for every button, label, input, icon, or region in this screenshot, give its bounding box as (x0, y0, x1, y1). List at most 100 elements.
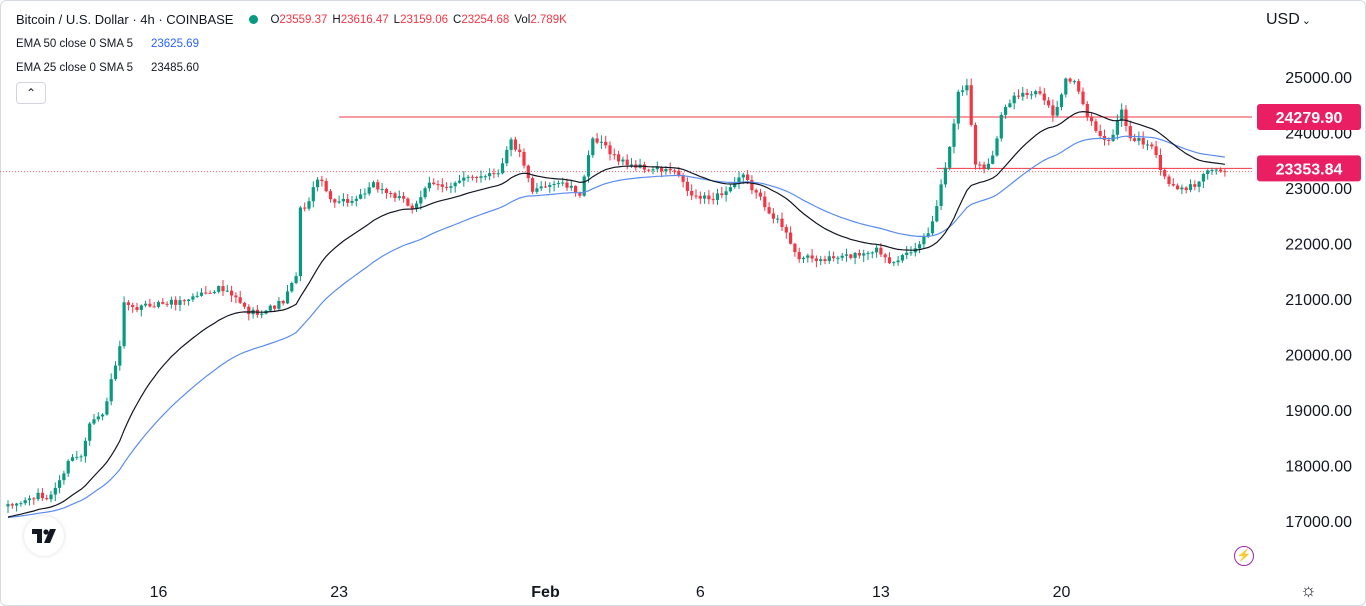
collapse-legend-button[interactable]: ⌃ (16, 82, 46, 104)
candle-body (909, 252, 913, 254)
candle-body (410, 205, 414, 209)
candle-body (247, 306, 251, 315)
indicator-ema25[interactable]: EMA 25 close 0 SMA 5 23485.60 (16, 62, 199, 74)
candle-body (337, 201, 341, 203)
candle-body (887, 257, 892, 264)
candle-body (436, 184, 440, 186)
candle-body (806, 255, 810, 258)
candle-body (212, 291, 216, 294)
candle-body (986, 163, 990, 170)
candle-body (784, 227, 788, 233)
indicator-ema50-label: EMA 50 close 0 SMA 5 (16, 38, 133, 50)
candle-body (453, 182, 457, 187)
candle-body (234, 295, 238, 298)
candle-body (926, 233, 930, 237)
indicator-ema25-label: EMA 25 close 0 SMA 5 (16, 62, 133, 74)
candle-body (737, 177, 741, 184)
y-tick-label: 19000.00 (1285, 403, 1352, 420)
indicator-ema50[interactable]: EMA 50 close 0 SMA 5 23625.69 (16, 38, 199, 50)
candle-body (741, 174, 745, 178)
candle-body (483, 176, 487, 178)
candle-body (466, 176, 470, 178)
candle-body (260, 313, 264, 315)
candle-body (668, 168, 672, 171)
candle-body (789, 232, 793, 244)
candle-body (518, 149, 522, 152)
candle-body (58, 480, 62, 488)
tradingview-logo-icon[interactable] (24, 516, 64, 556)
candle-body (500, 163, 505, 174)
candle-body (414, 203, 419, 209)
candle-body (1094, 121, 1098, 131)
candle-body (827, 256, 831, 261)
candle-body (273, 305, 277, 309)
candle-body (165, 303, 169, 305)
candle-body (88, 423, 92, 441)
price-tag (1257, 155, 1361, 182)
candle-body (199, 292, 204, 296)
candle-body (844, 254, 849, 256)
candle-body (131, 305, 135, 308)
candle-body (376, 182, 380, 190)
candle-body (1081, 91, 1085, 105)
y-tick-label: 18000.00 (1285, 459, 1352, 476)
candle-body (625, 159, 629, 166)
candle-body (569, 185, 573, 188)
candle-body (961, 90, 965, 92)
chevron-up-icon: ⌃ (25, 86, 37, 100)
candle-body (230, 290, 234, 296)
symbol-title[interactable]: Bitcoin / U.S. Dollar · 4h · COINBASE (16, 12, 234, 27)
candle-body (191, 296, 195, 300)
candle-body (1145, 144, 1150, 146)
candle-body (703, 195, 707, 199)
candle-body (612, 154, 616, 156)
candle-body (303, 207, 307, 209)
candle-body (238, 297, 242, 303)
candle-body (204, 292, 208, 294)
candle-body (879, 247, 883, 255)
candle-body (922, 236, 926, 245)
candle-body (1210, 169, 1214, 171)
candle-body (462, 177, 466, 181)
candle-body (83, 440, 87, 457)
candle-body (728, 187, 732, 192)
candle-body (1038, 91, 1042, 94)
currency-selector[interactable]: USD ⌄ (1266, 11, 1311, 29)
candle-body (505, 149, 509, 164)
candle-body (316, 179, 320, 188)
candle-body (604, 141, 608, 146)
candle-body (40, 492, 44, 499)
candle-body (647, 169, 651, 171)
candle-body (664, 168, 668, 172)
candle-body (1034, 91, 1038, 95)
candle-body (1012, 95, 1016, 104)
candle-body (440, 184, 444, 187)
candle-body (174, 299, 178, 305)
settings-gear-icon[interactable]: ☼ (1300, 580, 1317, 600)
candle-body (1137, 138, 1141, 141)
candle-body (367, 187, 371, 194)
candle-body (268, 305, 272, 311)
chevron-down-icon: ⌄ (1301, 15, 1311, 27)
candle-body (1090, 117, 1094, 122)
candle-body (711, 199, 715, 201)
candle-body (423, 188, 427, 198)
candle-body (1021, 92, 1025, 97)
candle-body (823, 259, 827, 261)
candle-body (122, 302, 126, 347)
candle-body (943, 167, 947, 185)
ohlc-close-key: C (453, 13, 462, 26)
candle-body (1201, 173, 1205, 182)
candle-body (1072, 81, 1076, 83)
candle-body (277, 301, 281, 309)
candle-body (763, 196, 767, 208)
candle-body (1176, 185, 1180, 190)
candle-body (535, 188, 539, 192)
lightning-icon[interactable]: ⚡ (1234, 546, 1254, 566)
candle-body (685, 181, 689, 191)
ohlc-low-value: 23159.06 (400, 13, 449, 26)
candle-body (53, 487, 57, 495)
price-tag-label: 24279.90 (1276, 110, 1343, 127)
